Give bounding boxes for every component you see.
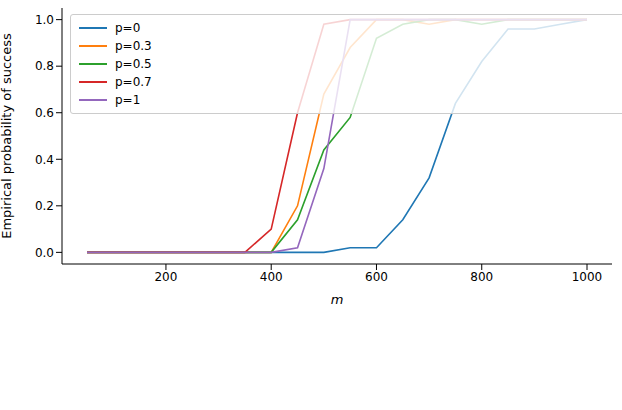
html-text:p=0.7: p=0.7 [115, 75, 152, 89]
svg-text:400: 400 [260, 270, 283, 284]
svg-text:200: 200 [154, 270, 177, 284]
html-text:p=0.3: p=0.3 [115, 39, 152, 53]
svg-text:0.2: 0.2 [35, 199, 54, 213]
html-text:p=1: p=1 [115, 93, 141, 107]
html-text:p=0: p=0 [115, 21, 141, 35]
svg-text:600: 600 [365, 270, 388, 284]
svg-text:800: 800 [470, 270, 493, 284]
svg-text:0.8: 0.8 [35, 59, 54, 73]
svg-text:0.4: 0.4 [35, 153, 54, 167]
html-text:p=0.5: p=0.5 [115, 57, 152, 71]
svg-text:1.0: 1.0 [35, 13, 54, 27]
svg-text:m: m [331, 292, 344, 307]
svg-text:Empirical probability of succe: Empirical probability of success [8, 33, 14, 239]
svg-text:0.0: 0.0 [35, 246, 54, 260]
svg-text:0.6: 0.6 [35, 106, 54, 120]
svg-text:1000: 1000 [572, 270, 603, 284]
